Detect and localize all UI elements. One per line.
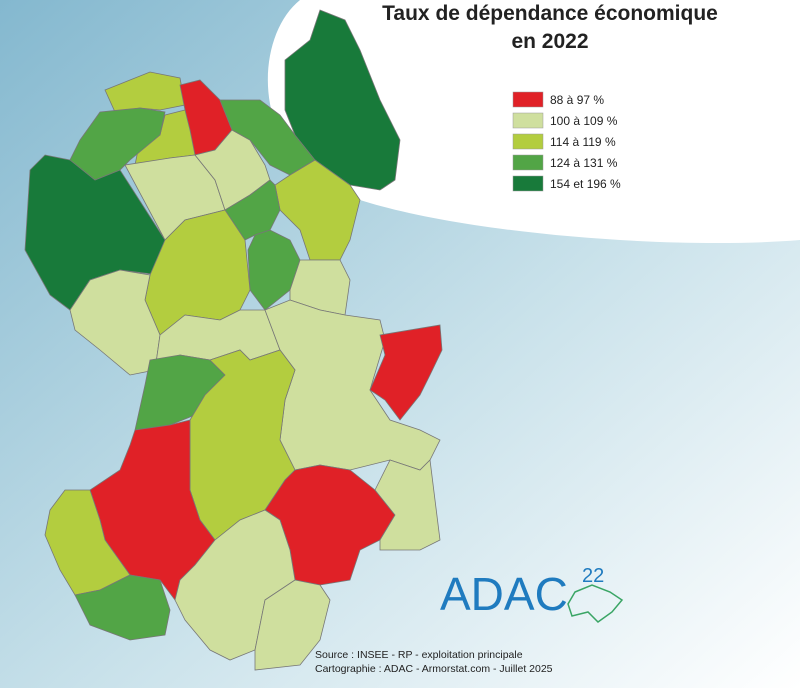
legend-swatch bbox=[512, 91, 544, 108]
region bbox=[254, 579, 331, 671]
legend-label: 154 et 196 % bbox=[550, 177, 621, 191]
title: Taux de dépendance économique bbox=[382, 2, 718, 25]
legend-swatch bbox=[512, 133, 544, 150]
region bbox=[369, 324, 443, 421]
logo-text: ADAC bbox=[440, 568, 568, 620]
legend-swatch bbox=[512, 112, 544, 129]
logo-outline bbox=[567, 584, 624, 623]
source: Cartographie : ADAC - Armorstat.com - Ju… bbox=[315, 663, 553, 675]
legend-swatch bbox=[512, 175, 544, 192]
region bbox=[74, 574, 171, 641]
legend-label: 100 à 109 % bbox=[550, 114, 618, 128]
regions bbox=[24, 9, 443, 671]
region bbox=[374, 459, 441, 551]
legend-label: 114 à 119 % bbox=[550, 135, 616, 149]
region bbox=[194, 129, 271, 211]
legend-label: 124 à 131 % bbox=[550, 156, 618, 170]
region bbox=[284, 9, 401, 191]
title: en 2022 bbox=[511, 30, 588, 53]
logo-number: 22 bbox=[582, 565, 604, 587]
legend-swatch bbox=[512, 154, 544, 171]
source: Source : INSEE - RP - exploitation princ… bbox=[315, 649, 523, 661]
legend-label: 88 à 97 % bbox=[550, 93, 604, 107]
legend: 88 à 97 % 100 à 109 % 114 à 119 % 124 à 131… bbox=[512, 91, 621, 192]
